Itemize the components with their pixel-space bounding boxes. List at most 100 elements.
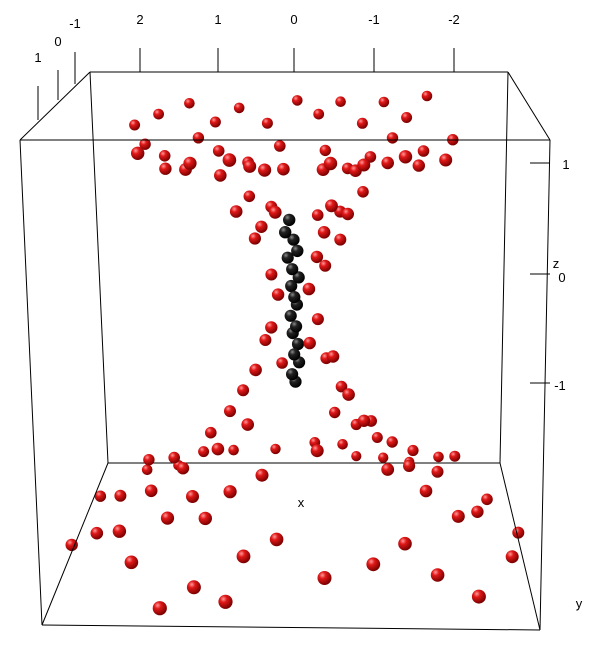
data-point-red bbox=[325, 199, 338, 213]
data-point-red bbox=[430, 568, 445, 582]
data-point-red bbox=[243, 190, 256, 203]
data-point-red bbox=[398, 150, 413, 164]
data-point-red bbox=[214, 169, 227, 182]
data-point-red bbox=[131, 146, 145, 160]
data-point-red bbox=[431, 465, 444, 478]
data-point-red bbox=[236, 549, 251, 564]
data-point-red bbox=[212, 145, 225, 157]
data-point-red bbox=[378, 452, 389, 463]
data-point-red bbox=[471, 505, 484, 518]
data-point-red bbox=[302, 282, 316, 296]
z-tick-label: 1 bbox=[562, 157, 569, 172]
data-point-black bbox=[286, 368, 299, 381]
data-point-black bbox=[287, 233, 300, 246]
data-point-red bbox=[433, 451, 444, 463]
data-point-red bbox=[153, 108, 165, 120]
data-point-red bbox=[129, 119, 141, 131]
data-point-red bbox=[481, 493, 493, 506]
box-edge bbox=[19, 139, 43, 626]
data-point-red bbox=[271, 288, 285, 301]
data-point-red bbox=[176, 462, 190, 475]
data-point-red bbox=[313, 108, 325, 120]
data-point-red bbox=[186, 580, 201, 595]
data-point-black bbox=[290, 320, 303, 333]
data-point-red bbox=[311, 313, 324, 326]
data-point-red bbox=[412, 159, 425, 172]
data-point-red bbox=[228, 444, 239, 456]
data-point-red bbox=[351, 451, 362, 462]
data-point-red bbox=[160, 511, 175, 525]
bounding-box-front-edges bbox=[19, 71, 551, 631]
data-point-red bbox=[270, 443, 281, 455]
data-point-red bbox=[341, 207, 354, 221]
data-point-black bbox=[286, 263, 299, 276]
data-point-red bbox=[366, 557, 381, 572]
data-point-red bbox=[269, 532, 284, 547]
data-point-red bbox=[292, 95, 303, 106]
data-point-red bbox=[168, 451, 180, 464]
data-point-red bbox=[342, 388, 355, 401]
data-point-red bbox=[255, 220, 268, 233]
data-point-red bbox=[357, 414, 371, 427]
box-edge bbox=[19, 71, 91, 141]
x-tick-label: 0 bbox=[290, 12, 297, 27]
data-point-red bbox=[403, 459, 416, 472]
data-point-red bbox=[192, 132, 205, 144]
bounding-box-back-edges bbox=[89, 71, 509, 464]
data-point-red bbox=[229, 205, 243, 218]
data-point-red bbox=[159, 162, 172, 175]
data-point-red bbox=[381, 463, 395, 476]
z-tick-label: 0 bbox=[558, 270, 565, 285]
data-point-red bbox=[143, 454, 155, 466]
data-point-red bbox=[152, 601, 167, 616]
data-point-red bbox=[158, 150, 171, 162]
y-axis-label: y bbox=[576, 596, 583, 611]
x-tick-label: -1 bbox=[368, 12, 380, 27]
data-point-red bbox=[243, 159, 257, 173]
data-point-black bbox=[284, 309, 297, 322]
data-point-red bbox=[274, 140, 286, 152]
box-edge bbox=[41, 624, 541, 631]
data-point-red bbox=[205, 426, 217, 439]
data-point-red bbox=[144, 484, 158, 498]
data-point-red bbox=[211, 442, 225, 456]
data-point-red bbox=[512, 526, 525, 539]
data-point-red bbox=[259, 334, 272, 346]
data-point-red bbox=[335, 96, 346, 107]
data-point-red bbox=[449, 450, 461, 462]
data-point-red bbox=[417, 145, 430, 157]
data-point-red bbox=[184, 98, 195, 109]
data-point-red bbox=[139, 138, 151, 150]
data-point-red bbox=[337, 439, 348, 450]
data-point-red bbox=[356, 117, 368, 129]
data-point-red bbox=[317, 571, 332, 585]
data-point-black bbox=[279, 226, 292, 239]
data-point-red bbox=[419, 484, 433, 498]
data-point-red bbox=[334, 233, 347, 246]
data-point-red bbox=[124, 555, 139, 570]
data-point-red bbox=[248, 232, 261, 245]
data-point-red bbox=[303, 336, 316, 350]
x-axis-label: x bbox=[298, 495, 305, 510]
x-tick-label: -2 bbox=[448, 12, 460, 27]
data-point-red bbox=[329, 406, 341, 419]
data-point-red bbox=[505, 550, 519, 564]
box-edge bbox=[499, 71, 509, 464]
data-point-red bbox=[112, 524, 127, 538]
z-axis-label: z bbox=[553, 256, 560, 271]
data-point-red bbox=[233, 102, 245, 114]
x-tick-label: 2 bbox=[136, 12, 143, 27]
data-point-red bbox=[237, 384, 250, 397]
x-tick-label: 1 bbox=[214, 12, 221, 27]
data-points bbox=[65, 90, 525, 616]
data-point-red bbox=[276, 357, 288, 369]
box-edge bbox=[499, 462, 541, 631]
data-point-red bbox=[65, 538, 78, 552]
data-point-black bbox=[288, 291, 301, 304]
y-tick-label: -1 bbox=[69, 16, 81, 31]
data-point-red bbox=[249, 363, 262, 377]
data-point-red bbox=[265, 321, 278, 334]
data-point-red bbox=[241, 418, 254, 431]
